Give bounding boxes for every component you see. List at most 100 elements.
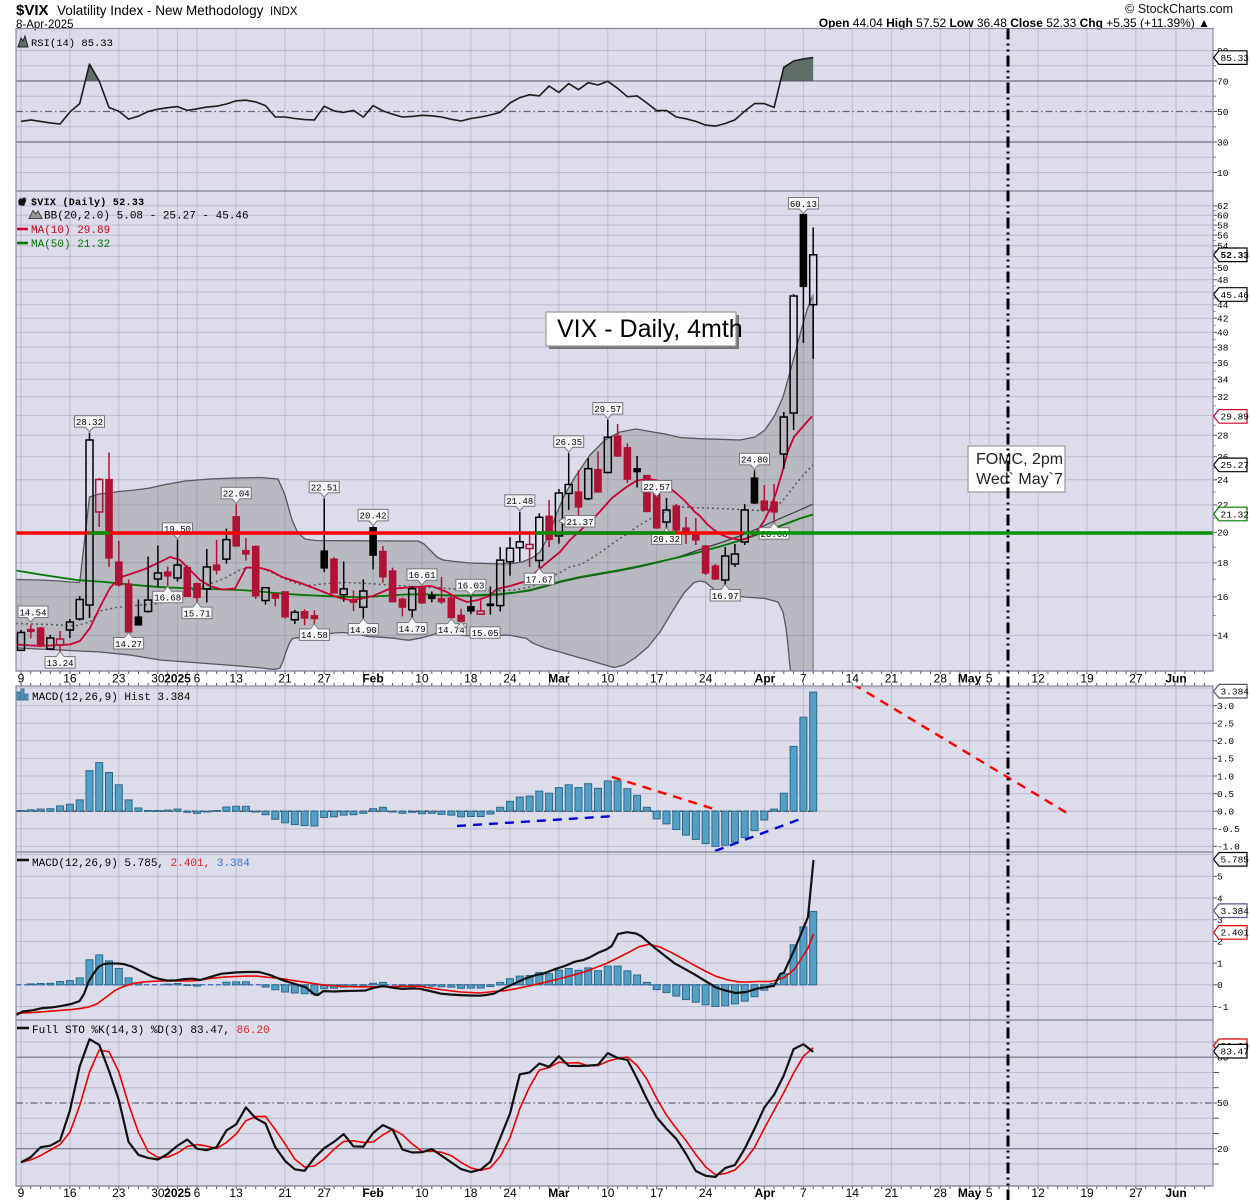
svg-text:Mar: Mar (548, 1186, 570, 1200)
svg-text:17.67: 17.67 (526, 576, 553, 586)
svg-text:16: 16 (63, 672, 77, 686)
svg-text:13: 13 (229, 672, 243, 686)
svg-text:$VIX: $VIX (16, 2, 49, 19)
svg-text:18: 18 (1217, 558, 1229, 569)
svg-text:28.32: 28.32 (76, 418, 103, 428)
svg-text:0.5: 0.5 (1217, 789, 1234, 800)
svg-text:MA(50) 21.32: MA(50) 21.32 (31, 239, 110, 251)
svg-text:Apr: Apr (755, 672, 776, 686)
svg-text:10: 10 (1217, 168, 1229, 179)
svg-text:May: May (958, 1186, 982, 1200)
svg-text:16.68: 16.68 (154, 594, 181, 604)
svg-text:24: 24 (699, 672, 713, 686)
svg-text:18: 18 (464, 1186, 478, 1200)
svg-text:Jun: Jun (1165, 1186, 1186, 1200)
svg-text:5: 5 (986, 1186, 993, 1200)
svg-text:Jun: Jun (1165, 672, 1186, 686)
svg-text:RSI(14) 85.33: RSI(14) 85.33 (31, 38, 113, 50)
svg-text:28: 28 (934, 1186, 948, 1200)
svg-text:16: 16 (1217, 592, 1229, 603)
svg-text:8-Apr-2025: 8-Apr-2025 (16, 19, 74, 31)
svg-text:12: 12 (1031, 672, 1045, 686)
svg-text:10: 10 (601, 672, 615, 686)
svg-text:May: May (958, 672, 982, 686)
svg-text:14.58: 14.58 (301, 631, 328, 641)
svg-text:30: 30 (1217, 137, 1229, 148)
svg-text:7: 7 (800, 672, 807, 686)
svg-text:23: 23 (112, 672, 126, 686)
svg-text:27: 27 (1129, 672, 1143, 686)
svg-text:20.32: 20.32 (653, 535, 680, 545)
svg-text:19.50: 19.50 (164, 525, 191, 535)
svg-text:3.384: 3.384 (1221, 687, 1250, 698)
svg-text:27: 27 (318, 1186, 332, 1200)
svg-text:50: 50 (1217, 263, 1229, 274)
svg-text:32: 32 (1217, 392, 1229, 403)
svg-text:15.71: 15.71 (183, 609, 210, 619)
svg-text:6: 6 (194, 1186, 201, 1200)
svg-text:14.27: 14.27 (115, 640, 142, 650)
svg-text:13: 13 (229, 1186, 243, 1200)
svg-text:1.0: 1.0 (1217, 771, 1234, 782)
svg-text:Mar: Mar (548, 672, 570, 686)
svg-text:10: 10 (415, 672, 429, 686)
svg-text:20: 20 (1217, 528, 1229, 539)
svg-text:42: 42 (1217, 314, 1229, 325)
svg-text:16: 16 (63, 1186, 77, 1200)
svg-text:19: 19 (1080, 1186, 1094, 1200)
svg-text:1: 1 (1217, 958, 1223, 969)
svg-text:14: 14 (846, 1186, 860, 1200)
svg-text:27: 27 (1129, 1186, 1143, 1200)
svg-text:23: 23 (112, 1186, 126, 1200)
svg-text:30: 30 (151, 1186, 165, 1200)
svg-text:60: 60 (1217, 211, 1229, 222)
svg-text:Feb: Feb (362, 672, 383, 686)
svg-text:20.42: 20.42 (360, 512, 387, 522)
svg-text:Open 44.04 High 57.52 Low 36.4: Open 44.04 High 57.52 Low 36.48 Close 52… (819, 16, 1210, 30)
svg-text:21.37: 21.37 (566, 518, 593, 528)
svg-text:25.27: 25.27 (1221, 460, 1250, 471)
svg-text:Feb: Feb (362, 1186, 383, 1200)
svg-text:5: 5 (986, 672, 993, 686)
svg-text:62: 62 (1217, 201, 1229, 212)
svg-text:7: 7 (800, 1186, 807, 1200)
svg-text:34: 34 (1217, 375, 1229, 386)
svg-text:22.57: 22.57 (643, 483, 670, 493)
svg-text:54: 54 (1217, 241, 1229, 252)
svg-text:19: 19 (1080, 672, 1094, 686)
svg-text:5: 5 (1217, 872, 1223, 883)
svg-text:58: 58 (1217, 220, 1229, 231)
svg-text:Apr: Apr (755, 1186, 776, 1200)
svg-text:21.48: 21.48 (506, 497, 533, 507)
svg-text:24.80: 24.80 (741, 456, 768, 466)
svg-text:10: 10 (415, 1186, 429, 1200)
svg-text:24: 24 (699, 1186, 713, 1200)
svg-text:12: 12 (1031, 1186, 1045, 1200)
svg-text:© StockCharts.com: © StockCharts.com (1125, 2, 1233, 16)
svg-text:29.57: 29.57 (594, 405, 621, 415)
svg-text:0: 0 (1217, 980, 1223, 991)
svg-text:9: 9 (18, 1186, 25, 1200)
svg-text:14.74: 14.74 (438, 626, 465, 636)
svg-text:48: 48 (1217, 275, 1229, 286)
svg-text:2.401: 2.401 (1221, 928, 1250, 939)
svg-text:18: 18 (464, 672, 478, 686)
svg-text:16.97: 16.97 (712, 592, 739, 602)
svg-text:26.35: 26.35 (555, 438, 582, 448)
svg-text:1.5: 1.5 (1217, 754, 1234, 765)
svg-text:VIX - Daily, 4mth: VIX - Daily, 4mth (557, 315, 743, 343)
svg-text:2.5: 2.5 (1217, 719, 1234, 730)
svg-text:Wed` May`7: Wed` May`7 (976, 471, 1063, 488)
svg-text:17: 17 (650, 1186, 664, 1200)
svg-text:28: 28 (934, 672, 948, 686)
svg-text:28: 28 (1217, 431, 1229, 442)
svg-text:MACD(12,26,9) 5.785, 2.401, 3.: MACD(12,26,9) 5.785, 2.401, 3.384 (32, 858, 250, 870)
svg-text:3: 3 (1217, 915, 1223, 926)
svg-text:MACD(12,26,9) Hist 3.384: MACD(12,26,9) Hist 3.384 (32, 692, 191, 704)
svg-text:14.90: 14.90 (350, 626, 377, 636)
svg-text:56: 56 (1217, 231, 1229, 242)
svg-text:40: 40 (1217, 328, 1229, 339)
svg-text:21.32: 21.32 (1221, 509, 1250, 520)
svg-text:70: 70 (1217, 76, 1229, 87)
svg-text:5.785: 5.785 (1221, 855, 1250, 866)
